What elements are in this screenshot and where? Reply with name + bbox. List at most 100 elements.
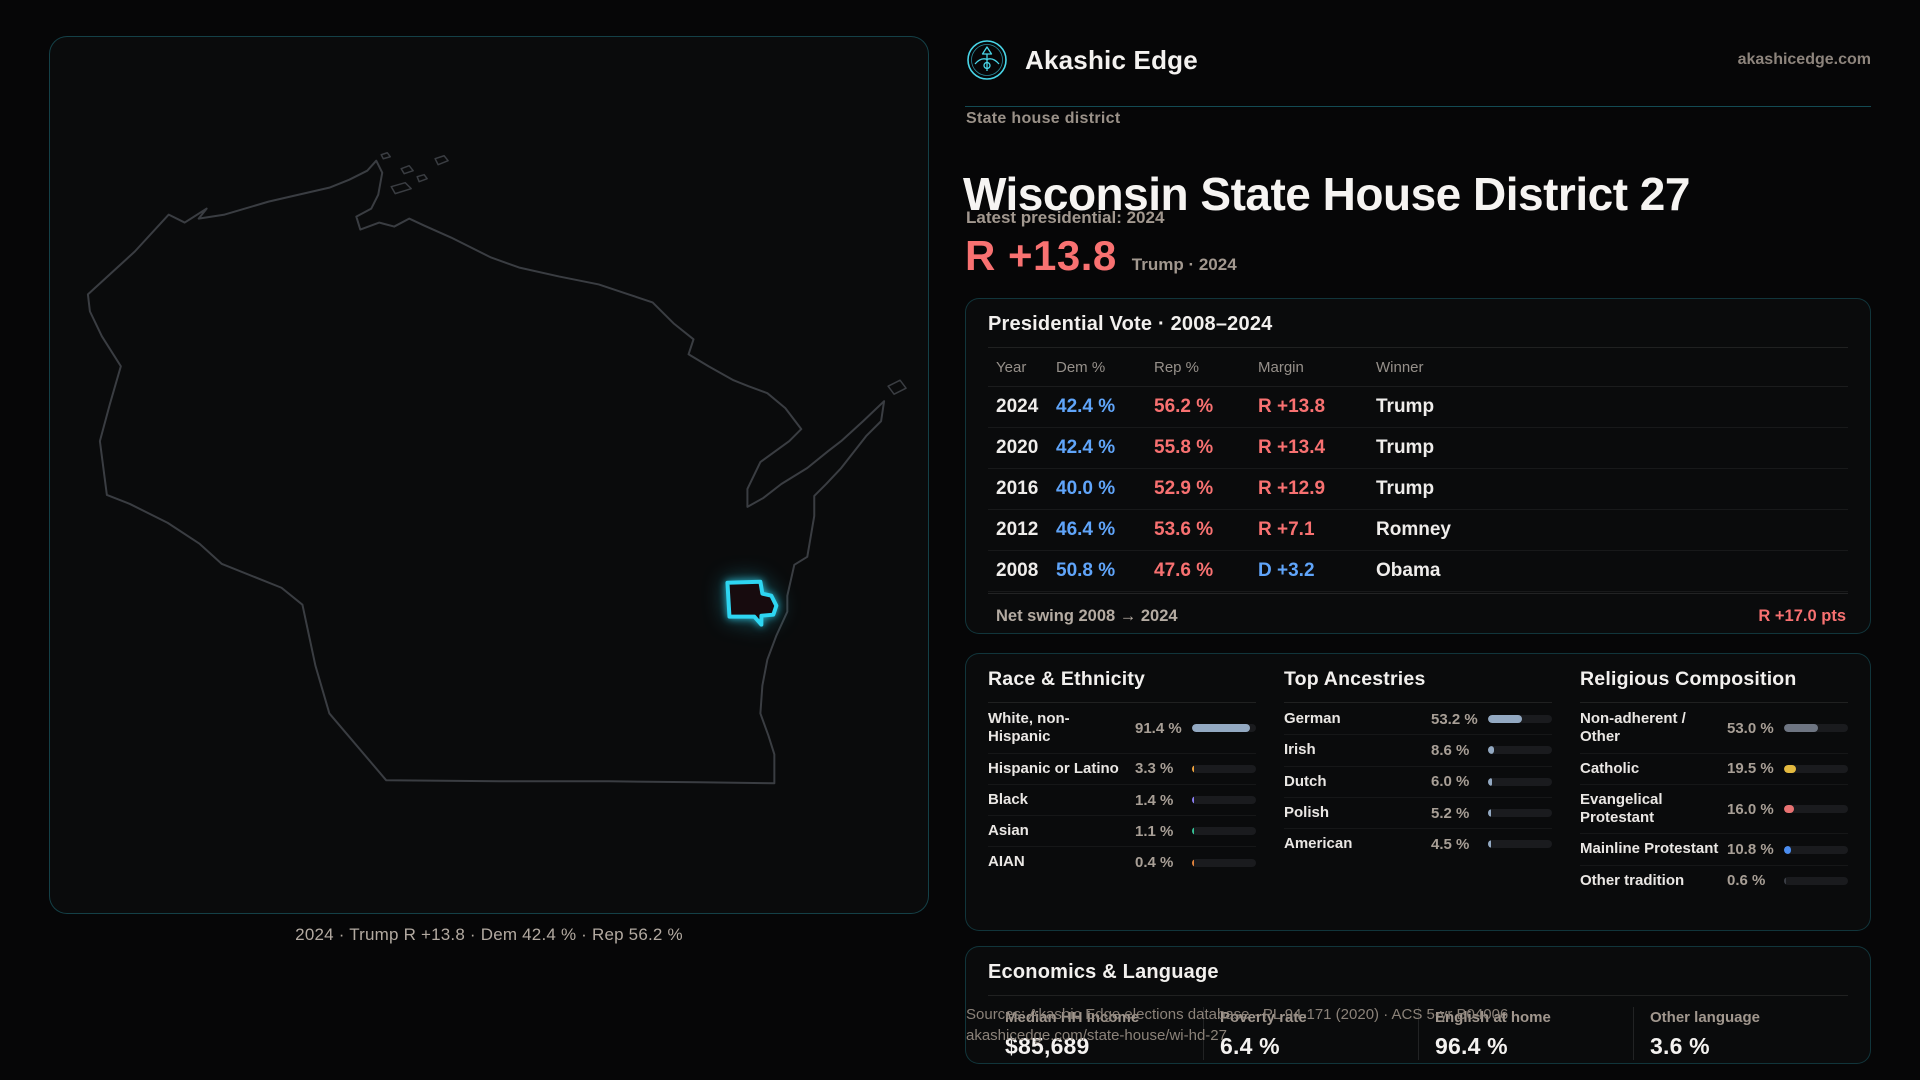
- net-swing-label: Net swing 2008 → 2024: [996, 607, 1178, 625]
- app-header: Akashic Edge akashicedge.com: [965, 32, 1871, 88]
- page-title: Wisconsin State House District 27: [963, 167, 1690, 220]
- ancestry-row: Polish 5.2 %: [1284, 798, 1552, 830]
- stat-value: 6.4 %: [1220, 1033, 1280, 1059]
- ancestry-bar-fill: [1488, 746, 1494, 755]
- race-bar-fill: [1192, 724, 1251, 733]
- margin-cell: R +12.9: [1258, 478, 1326, 499]
- ancestry-bar: [1488, 840, 1552, 849]
- col-margin: Margin: [1258, 359, 1304, 376]
- ancestry-row: Irish 8.6 %: [1284, 735, 1552, 767]
- presidential-vote-panel: Presidential Vote · 2008–2024 Year Dem %…: [965, 298, 1871, 634]
- district-27-shape[interactable]: [725, 579, 779, 627]
- ancestry-bar: [1488, 777, 1552, 786]
- year-cell: 2012: [996, 519, 1039, 540]
- ancestry-value: 53.2 %: [1431, 710, 1478, 728]
- winner-cell: Obama: [1376, 560, 1441, 581]
- stat-median-income: Median HH income $85,689: [988, 1007, 1203, 1060]
- state-map-panel: [49, 36, 929, 914]
- washington-island: [887, 379, 907, 395]
- ancestry-bar-fill: [1488, 840, 1491, 849]
- religion-label: Catholic: [1580, 759, 1640, 777]
- race-bar-fill: [1192, 796, 1194, 805]
- race-ethnicity-column: Race & Ethnicity White, non-Hispanic 91.…: [988, 668, 1256, 916]
- margin-cell: D +3.2: [1258, 560, 1315, 581]
- race-row: Black 1.4 %: [988, 785, 1256, 817]
- religion-value: 16.0 %: [1727, 800, 1774, 818]
- race-value: 1.1 %: [1135, 822, 1174, 840]
- col-dem: Dem %: [1056, 359, 1106, 376]
- religion-bar-fill: [1784, 876, 1786, 885]
- religion-bar-fill: [1784, 764, 1797, 773]
- vote-row-2016: 2016 40.0 % 52.9 % R +12.9 Trump: [988, 469, 1848, 510]
- ancestry-bar: [1488, 715, 1552, 724]
- winner-cell: Romney: [1376, 519, 1451, 540]
- site-domain-link[interactable]: akashicedge.com: [1737, 51, 1871, 68]
- religion-value: 53.0 %: [1727, 719, 1774, 737]
- headline-margin-value: R +13.8: [965, 232, 1117, 279]
- religion-label: Mainline Protestant: [1580, 840, 1719, 858]
- col-year: Year: [996, 359, 1027, 376]
- ancestries-column: Top Ancestries German 53.2 % Irish 8.6 %…: [1284, 668, 1552, 916]
- akashic-edge-logo-icon: [967, 40, 1007, 80]
- religion-value: 10.8 %: [1727, 841, 1774, 859]
- religion-bar-fill: [1784, 724, 1818, 733]
- ancestry-label: Irish: [1284, 741, 1316, 759]
- divider: [988, 702, 1256, 703]
- economics-panel: Economics & Language Median HH income $8…: [965, 946, 1871, 1064]
- race-bar-fill: [1192, 764, 1195, 773]
- race-bar: [1192, 827, 1256, 836]
- year-cell: 2020: [996, 437, 1039, 458]
- religion-row: Mainline Protestant 10.8 %: [1580, 834, 1848, 866]
- religion-label: Other tradition: [1580, 871, 1685, 889]
- headline-margin-context: Trump · 2024: [1131, 255, 1237, 274]
- margin-cell: R +13.8: [1258, 396, 1326, 417]
- ancestry-bar: [1488, 746, 1552, 755]
- dem-cell: 40.0 %: [1056, 478, 1116, 499]
- page-url-link[interactable]: akashicedge.com/state-house/wi-hd-27: [966, 1027, 1227, 1044]
- race-bar-fill: [1192, 858, 1194, 867]
- rep-cell: 55.8 %: [1154, 437, 1214, 458]
- religion-row: Other tradition 0.6 %: [1580, 866, 1848, 896]
- religion-bar-fill: [1784, 845, 1791, 854]
- stat-poverty-rate: Poverty rate 6.4 %: [1203, 1007, 1418, 1060]
- rep-cell: 56.2 %: [1154, 396, 1214, 417]
- religion-bar: [1784, 805, 1848, 814]
- stat-value: $85,689: [1005, 1033, 1090, 1059]
- religion-bar: [1784, 764, 1848, 773]
- stat-other-language: Other language 3.6 %: [1633, 1007, 1848, 1060]
- race-row: AIAN 0.4 %: [988, 847, 1256, 877]
- headline-margin-row: R +13.8 Trump · 2024: [965, 232, 1237, 280]
- vote-row-2020: 2020 42.4 % 55.8 % R +13.4 Trump: [988, 428, 1848, 469]
- stat-label: Other language: [1650, 1009, 1761, 1026]
- race-bar: [1192, 858, 1256, 867]
- race-label: Asian: [988, 822, 1029, 840]
- religion-row: Catholic 19.5 %: [1580, 754, 1848, 785]
- race-row: Asian 1.1 %: [988, 816, 1256, 848]
- latest-presidential-label: Latest presidential: 2024: [966, 208, 1165, 227]
- economics-title: Economics & Language: [988, 961, 1219, 983]
- wisconsin-map: [86, 151, 907, 785]
- ancestry-bar-fill: [1488, 809, 1492, 818]
- stat-value: 96.4 %: [1435, 1033, 1508, 1059]
- race-value: 0.4 %: [1135, 854, 1174, 872]
- ancestries-title: Top Ancestries: [1284, 668, 1426, 690]
- religion-bar: [1784, 724, 1848, 733]
- net-swing-value: R +17.0 pts: [1758, 607, 1846, 625]
- map-caption: 2024 · Trump R +13.8 · Dem 42.4 % · Rep …: [295, 925, 683, 944]
- year-cell: 2016: [996, 478, 1039, 499]
- race-value: 3.3 %: [1135, 760, 1174, 778]
- ancestry-value: 8.6 %: [1431, 741, 1470, 759]
- margin-cell: R +7.1: [1258, 519, 1315, 540]
- ancestry-bar-fill: [1488, 715, 1523, 724]
- vote-row-2012: 2012 46.4 % 53.6 % R +7.1 Romney: [988, 510, 1848, 551]
- apostle-islands: [380, 151, 449, 195]
- col-rep: Rep %: [1154, 359, 1200, 376]
- winner-cell: Trump: [1376, 396, 1435, 417]
- wisconsin-outline: [86, 159, 886, 785]
- religion-bar-fill: [1784, 805, 1795, 814]
- religion-label: Non-adherent / Other: [1580, 710, 1686, 746]
- race-row: Hispanic or Latino 3.3 %: [988, 754, 1256, 785]
- religion-row: Evangelical Protestant 16.0 %: [1580, 785, 1848, 835]
- sources-footer: Sources: Akashic Edge elections database…: [966, 1004, 1508, 1046]
- ancestry-label: German: [1284, 710, 1341, 727]
